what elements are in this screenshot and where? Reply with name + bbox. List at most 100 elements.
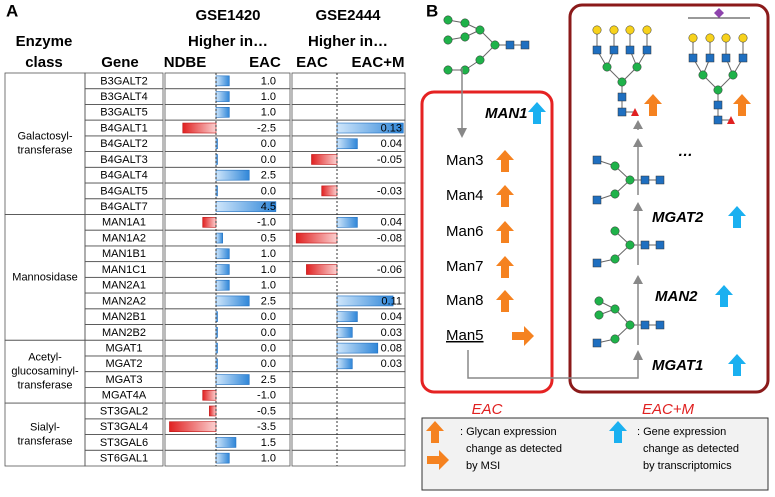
gene-name: B3GALT2 bbox=[100, 75, 148, 87]
gene-name: B4GALT3 bbox=[100, 154, 148, 166]
glycan-label: Man7 bbox=[446, 258, 484, 275]
arrowhead bbox=[633, 350, 643, 360]
bar bbox=[215, 75, 230, 87]
glcnac bbox=[640, 175, 650, 185]
mannose bbox=[610, 304, 620, 314]
class-name: transferase bbox=[17, 145, 72, 157]
cell bbox=[291, 166, 406, 184]
galactose bbox=[738, 33, 748, 43]
gene-label: MAN2 bbox=[655, 288, 698, 305]
column-header: Enzyme bbox=[16, 33, 73, 50]
bar bbox=[202, 389, 217, 401]
value-label: -0.06 bbox=[377, 264, 402, 276]
flow-line bbox=[467, 350, 639, 379]
glcnac bbox=[705, 53, 715, 63]
bar bbox=[295, 232, 338, 244]
value-label: 0.0 bbox=[261, 154, 276, 166]
glcnac bbox=[655, 240, 665, 250]
up-arrow bbox=[609, 421, 627, 443]
galactose bbox=[721, 33, 731, 43]
dataset-subtitle: Higher in… bbox=[188, 33, 268, 50]
eac-box bbox=[420, 90, 554, 394]
glcnac bbox=[592, 258, 602, 268]
gene-name: MAN2B2 bbox=[102, 327, 146, 339]
glycan-label: Man8 bbox=[446, 292, 484, 309]
bar bbox=[202, 217, 217, 228]
mannose bbox=[625, 175, 635, 185]
column-header: EAC bbox=[249, 54, 281, 71]
bar bbox=[336, 122, 404, 134]
gene-name: B4GALT4 bbox=[100, 170, 148, 182]
cell bbox=[291, 434, 406, 451]
value-label: 0.0 bbox=[261, 358, 276, 370]
bar bbox=[311, 154, 338, 165]
bar bbox=[336, 138, 358, 150]
mannose bbox=[443, 15, 453, 25]
galactose bbox=[705, 33, 715, 43]
glcnac bbox=[713, 100, 723, 110]
up-arrow bbox=[496, 221, 514, 243]
glycan-label: Man5 bbox=[446, 327, 484, 344]
glcnac bbox=[655, 320, 665, 330]
legend-text: by MSI bbox=[466, 460, 500, 472]
glcnac bbox=[592, 338, 602, 348]
cell bbox=[164, 449, 291, 467]
mannose bbox=[625, 240, 635, 250]
mannose bbox=[698, 70, 708, 80]
mannose bbox=[443, 35, 453, 45]
legend-text: : Gene expression bbox=[637, 426, 726, 438]
mannose bbox=[475, 25, 485, 35]
glcnac bbox=[617, 107, 627, 117]
glcnac bbox=[642, 45, 652, 55]
legend-text: by transcriptomics bbox=[643, 460, 732, 472]
up-arrow bbox=[496, 290, 514, 312]
legend-text: change as detected bbox=[643, 443, 739, 455]
cell bbox=[291, 198, 406, 215]
bar bbox=[169, 421, 217, 433]
bar bbox=[215, 311, 218, 322]
glcnac bbox=[655, 175, 665, 185]
cell bbox=[291, 418, 406, 435]
cell bbox=[291, 88, 406, 105]
glcnac bbox=[738, 53, 748, 63]
gene-name: B4GALT5 bbox=[100, 185, 148, 197]
bar bbox=[209, 405, 217, 417]
ellipsis: … bbox=[678, 143, 693, 160]
gene-label: MGAT1 bbox=[652, 357, 703, 374]
up-arrow bbox=[496, 185, 514, 207]
mannose bbox=[617, 77, 627, 87]
right-arrow bbox=[512, 326, 534, 346]
mannose bbox=[594, 310, 604, 320]
mannose bbox=[610, 254, 620, 264]
value-label: 1.5 bbox=[261, 437, 276, 449]
value-label: 0.03 bbox=[381, 327, 402, 339]
gene-name: B4GALT1 bbox=[100, 122, 148, 134]
mannose bbox=[460, 32, 470, 42]
value-label: 2.5 bbox=[261, 295, 276, 307]
eacm-box bbox=[568, 3, 770, 394]
value-label: 0.0 bbox=[261, 138, 276, 150]
dataset-title: GSE2444 bbox=[315, 7, 381, 24]
arrowhead bbox=[633, 138, 643, 147]
bar bbox=[215, 169, 250, 181]
cell bbox=[291, 276, 406, 294]
bar bbox=[182, 122, 217, 134]
up-arrow bbox=[528, 102, 546, 124]
mannose bbox=[610, 161, 620, 171]
bar bbox=[215, 295, 250, 307]
bar bbox=[215, 374, 250, 385]
galactose bbox=[688, 33, 698, 43]
legend-text: change as detected bbox=[466, 443, 562, 455]
mannose bbox=[632, 62, 642, 72]
bar bbox=[215, 232, 223, 244]
gene-name: MAN1A1 bbox=[102, 217, 146, 229]
cell bbox=[291, 386, 406, 404]
glcnac bbox=[609, 45, 619, 55]
glcnac bbox=[721, 53, 731, 63]
mannose bbox=[443, 65, 453, 75]
gene-name: ST6GAL1 bbox=[100, 453, 148, 465]
arrowhead bbox=[633, 120, 643, 129]
gene-name: ST3GAL4 bbox=[100, 421, 148, 433]
value-label: 0.04 bbox=[381, 217, 402, 229]
value-label: 0.0 bbox=[261, 185, 276, 197]
